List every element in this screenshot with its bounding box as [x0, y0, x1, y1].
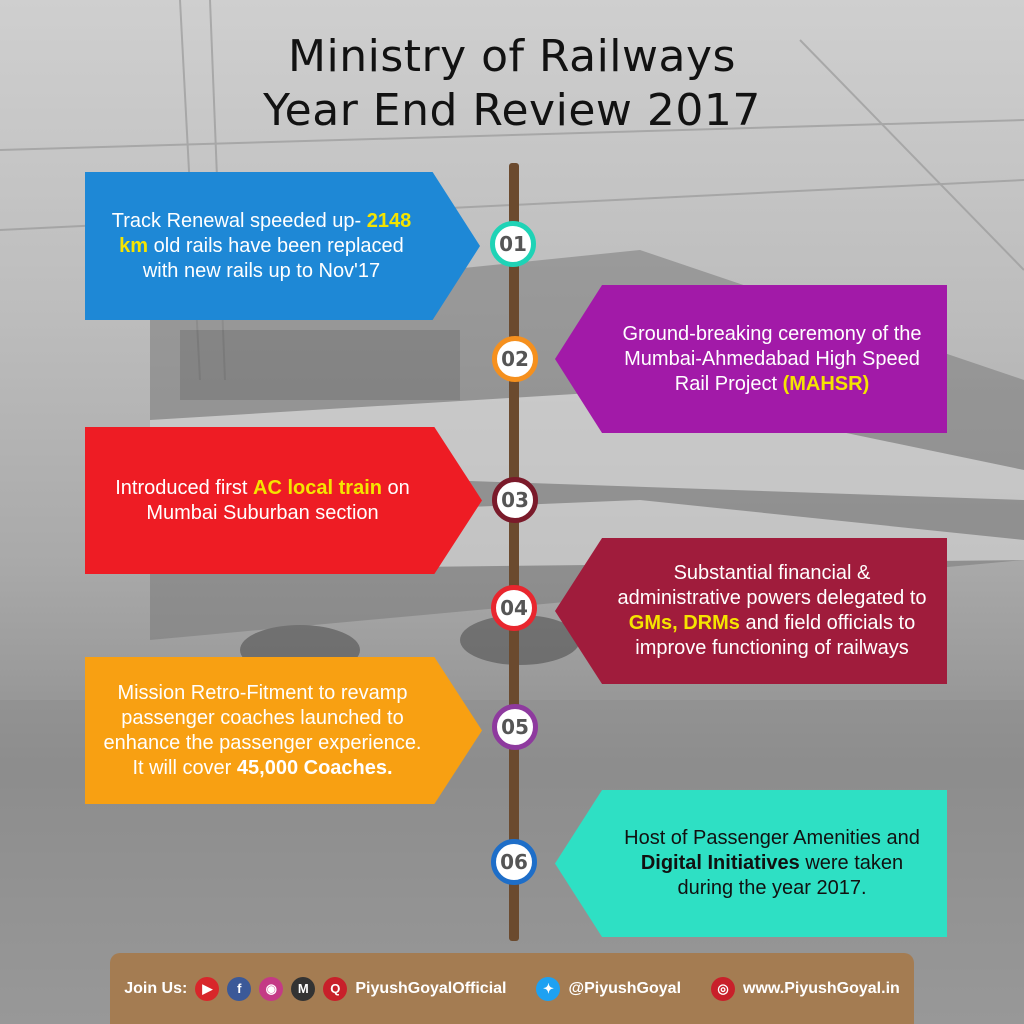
item-card-04: Substantial financial & administrative p… — [555, 538, 947, 684]
item-highlight-01: 2148 km — [119, 209, 412, 257]
item-card-03: Introduced first AC local train on Mumba… — [85, 427, 482, 574]
twitter-icon[interactable]: ✦ — [536, 976, 561, 1001]
item-highlight-03: AC local train — [253, 476, 382, 499]
item-badge-05: 05 — [492, 704, 538, 750]
item-card-05: Mission Retro-Fitment to revamp passenge… — [85, 657, 482, 804]
item-badge-02: 02 — [492, 336, 538, 382]
q-icon[interactable]: Q — [323, 976, 348, 1001]
m-icon[interactable]: M — [291, 976, 316, 1001]
page-title-line1: Ministry of Railways — [288, 31, 736, 82]
item-highlight-04: GMs, DRMs — [628, 612, 740, 634]
website-link[interactable]: www.PiyushGoyal.in — [743, 979, 900, 997]
title-block: Ministry of Railways Year End Review 201… — [0, 30, 1024, 138]
item-card-06: Host of Passenger Amenities and Digital … — [555, 790, 947, 937]
item-card-01: Track Renewal speeded up- 2148 km old ra… — [85, 172, 480, 320]
item-highlight-02: (MAHSR) — [782, 372, 870, 395]
facebook-icon[interactable]: f — [227, 976, 252, 1001]
item-highlight-06: Digital Initiatives — [640, 852, 800, 874]
join-label: Join Us: — [124, 979, 188, 997]
handle-link[interactable]: PiyushGoyalOfficial — [355, 979, 507, 997]
item-text-05: Mission Retro-Fitment to revamp passenge… — [103, 681, 422, 779]
item-text-03: Introduced first AC local train on Mumba… — [115, 476, 410, 524]
item-text-02: Ground-breaking ceremony of the Mumbai-A… — [622, 322, 922, 395]
item-card-02: Ground-breaking ceremony of the Mumbai-A… — [555, 285, 947, 433]
item-text-01: Track Renewal speeded up- 2148 km old ra… — [111, 209, 412, 282]
item-text-04: Substantial financial & administrative p… — [617, 562, 927, 659]
globe-icon[interactable]: ◎ — [711, 976, 736, 1001]
timeline-pole — [509, 163, 519, 941]
item-text-06: Host of Passenger Amenities and Digital … — [624, 827, 920, 899]
item-badge-03: 03 — [492, 477, 538, 523]
item-badge-01: 01 — [490, 221, 536, 267]
social-footer: Join Us: ▶ f ◉ M Q PiyushGoyalOfficial ✦… — [110, 953, 914, 1024]
item-badge-04: 04 — [491, 585, 537, 631]
page-title-line2: Year End Review 2017 — [263, 85, 761, 136]
twitter-link[interactable]: @PiyushGoyal — [568, 979, 682, 997]
instagram-icon[interactable]: ◉ — [259, 976, 284, 1001]
item-highlight-05: 45,000 Coaches. — [236, 756, 393, 779]
youtube-icon[interactable]: ▶ — [195, 976, 220, 1001]
item-badge-06: 06 — [491, 839, 537, 885]
